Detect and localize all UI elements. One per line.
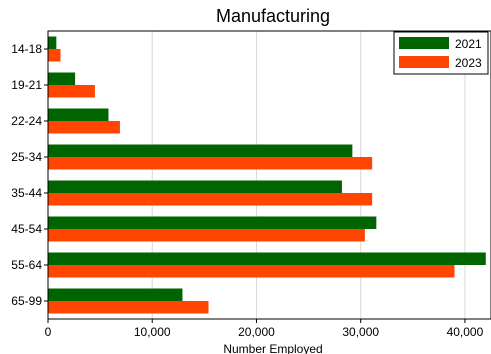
x-tick-label-2: 20,000 (238, 325, 275, 339)
bar-2023-25-34 (48, 157, 373, 170)
bar-2021-45-54 (48, 216, 377, 229)
bar-2021-65-99 (48, 288, 183, 301)
x-tick-label-1: 10,000 (134, 325, 171, 339)
y-tick-label-55-64: 55-64 (11, 258, 42, 272)
bar-2021-25-34 (48, 144, 353, 157)
y-tick-label-19-21: 19-21 (11, 78, 42, 92)
legend-swatch-2023 (399, 56, 449, 68)
y-tick-label-22-24: 22-24 (11, 114, 42, 128)
legend: 2021 2023 (393, 31, 489, 75)
bar-2023-65-99 (48, 301, 209, 314)
bar-2023-35-44 (48, 193, 373, 206)
bar-2023-55-64 (48, 265, 455, 278)
y-tick-label-45-54: 45-54 (11, 222, 42, 236)
y-tick-label-35-44: 35-44 (11, 186, 42, 200)
legend-label-2023: 2023 (455, 56, 482, 70)
y-tick-label-14-18: 14-18 (11, 42, 42, 56)
x-tick-label-4: 40,000 (447, 325, 484, 339)
x-axis-ticks: 0 10,000 20,000 30,000 40,000 (45, 319, 484, 339)
bar-2021-14-18 (48, 36, 57, 49)
legend-label-2021: 2021 (455, 37, 482, 51)
plot-area-frame (47, 30, 491, 320)
y-axis-ticks: 14-18 19-21 22-24 25-34 35-44 45-54 55-64 65-99 (11, 42, 48, 308)
bar-2023-19-21 (48, 85, 95, 98)
bar-2021-55-64 (48, 252, 486, 265)
bar-2023-45-54 (48, 229, 365, 242)
y-tick-label-65-99: 65-99 (11, 294, 42, 308)
y-tick-label-25-34: 25-34 (11, 150, 42, 164)
x-axis-label: Number Employed (223, 342, 322, 354)
bar-2023-14-18 (48, 49, 61, 62)
chart-title: Manufacturing (216, 6, 330, 26)
bar-2021-22-24 (48, 108, 109, 121)
bars (48, 36, 486, 314)
legend-swatch-2021 (399, 37, 449, 49)
bar-2023-22-24 (48, 121, 120, 134)
x-tick-label-0: 0 (45, 325, 52, 339)
x-tick-label-3: 30,000 (342, 325, 379, 339)
bar-2021-35-44 (48, 180, 342, 193)
bar-2021-19-21 (48, 72, 76, 85)
